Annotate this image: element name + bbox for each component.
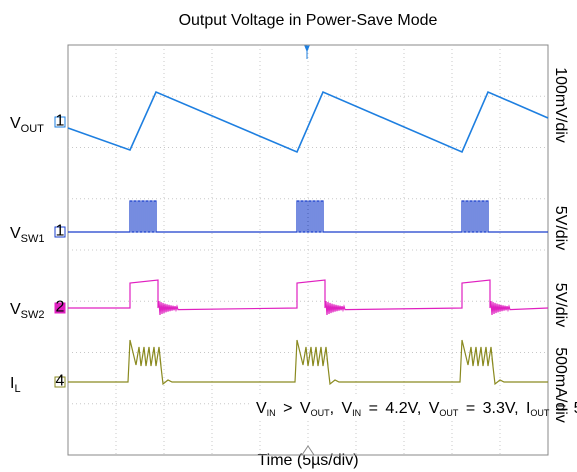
channel-label-sub: SW2	[21, 309, 45, 321]
grid	[68, 45, 548, 456]
channel-marker-text: 2	[56, 299, 65, 316]
channel-scale: 5V/div	[552, 206, 569, 250]
trigger-marker	[304, 45, 310, 59]
channel-marker-text: 1	[56, 223, 65, 240]
annotation-sub: IN	[352, 408, 361, 418]
channel-label-main: V	[10, 225, 21, 242]
waveform	[67, 90, 549, 154]
annotation-sub: OUT	[530, 408, 550, 418]
channel-label-sub: SW1	[21, 233, 45, 245]
annotation-box	[250, 397, 546, 419]
annotation-sub: OUT	[311, 408, 331, 418]
channel-label-main: I	[10, 375, 14, 392]
waveform	[68, 200, 548, 233]
annotation-text: = 4.2V, V	[361, 400, 440, 417]
annotation-sub: OUT	[439, 408, 459, 418]
channel-marker-text: 4	[56, 373, 65, 390]
channel-label: VOUT	[10, 115, 44, 135]
annotation-text: , V	[330, 400, 353, 417]
channel-marker-text: 1	[56, 113, 65, 130]
channel-label-sub: L	[14, 383, 20, 395]
channel-marker	[54, 302, 66, 314]
channel-label: VSW2	[10, 301, 45, 321]
channel-marker	[54, 226, 66, 238]
annotation-sub: IN	[267, 408, 276, 418]
channel-label: VSW1	[10, 225, 45, 245]
waveforms	[67, 90, 549, 386]
channel-scale: 100mV/div	[552, 67, 569, 143]
annotation-text: = 3.3V, I	[458, 400, 530, 417]
channel-scale: 500mA/div	[552, 347, 569, 423]
channel-label: IL	[10, 375, 21, 395]
annotation-text: = 50mA	[549, 400, 577, 417]
annotation-text: > V	[276, 400, 311, 417]
channel-label-main: V	[10, 301, 21, 318]
chart-title: Output Voltage in Power-Save Mode	[179, 12, 438, 29]
channel-marker	[54, 376, 66, 388]
channel-scale: 5V/div	[552, 283, 569, 327]
channel-marker	[54, 116, 66, 128]
channel-label-main: V	[10, 115, 21, 132]
waveform	[68, 279, 549, 316]
waveform	[68, 339, 548, 386]
time-marker	[301, 445, 315, 456]
annotation: VIN > VOUT, VIN = 4.2V, VOUT = 3.3V, IOU…	[256, 400, 577, 418]
x-axis-label: Time (5µs/div)	[257, 452, 358, 469]
annotation-text: V	[256, 400, 267, 417]
channel-label-sub: OUT	[21, 123, 45, 135]
